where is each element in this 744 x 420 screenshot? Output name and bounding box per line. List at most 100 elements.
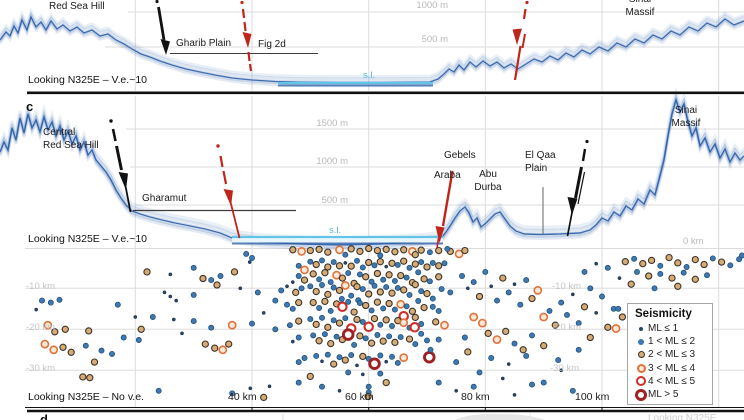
seismicity-point [342,251,349,258]
x-axis-label-100km: 100 km [575,391,610,403]
label-gharib-plain: Gharib Plain [176,38,232,49]
seismicity-point [540,342,548,350]
seismicity-point [631,255,638,262]
seismicity-point [599,293,605,300]
seismicity-point [391,277,398,284]
seismicity-point [309,270,317,278]
legend-item-label: ML ≤ 1 [648,323,679,335]
seismicity-point [441,260,448,267]
seismicity-point [307,258,314,265]
seismicity-point [114,301,121,308]
seismicity-point [476,369,483,376]
legend-item: ML > 5 [634,388,710,401]
seismicity-point [382,245,390,254]
seismicity-point [330,284,337,291]
seismicity-point [647,256,656,265]
seismicity-point [249,320,255,327]
seismicity-point [47,299,54,306]
seismicity-point [406,264,413,271]
seismicity-point [319,257,325,264]
seismicity-point [238,286,243,291]
seismicity-point [345,369,352,376]
seismicity-point [519,346,527,354]
seismicity-point [330,360,338,368]
seismicity-point [337,301,348,313]
legend-marker-icon [636,363,646,373]
seismicity-point [523,277,530,284]
seismicity-point [362,301,370,310]
seismicity-point [424,337,430,344]
panel-d-sliver [282,413,545,420]
label-sinai-massif-c: Sinai Massif [671,105,701,129]
seismicity-point [380,276,387,283]
seismicity-point [229,390,236,397]
seismicity-point [364,392,372,401]
seismicity-point [298,285,305,292]
seismicity-point [321,331,328,338]
seismicity-point [594,261,599,266]
seismicity-point [435,379,442,386]
seismicity-point [356,271,363,278]
seismicity-point [345,298,352,305]
label-looking-top: Looking N325E – V.e.~10 [28,74,148,86]
seismicity-point [362,273,370,281]
seismicity-point [435,307,442,314]
seismicity-point [295,298,303,307]
seismicity-point [388,289,396,297]
x-axis-label-80km: 80 km [461,391,490,403]
seismicity-point [411,260,419,268]
seismicity-point [347,245,355,253]
seismicity-point [340,280,350,290]
seismicity-point [315,337,323,345]
seismicity-point [377,352,384,359]
seismicity-point [315,245,323,254]
seismicity-point [394,261,401,268]
grid-label-1500m-c: 1500 m [316,118,348,129]
seismicity-point [248,386,253,391]
seismicity-point [634,268,640,275]
seismicity-point [615,305,622,312]
seismicity-point [403,303,410,310]
seismicity-point [386,333,393,340]
seismicity-point [665,253,673,262]
seismicity-point [295,262,302,269]
seismicity-point [324,263,332,271]
seismicity-point [411,251,419,259]
label-looking-seismicity: Looking N325E – No v.e. [28,391,144,403]
seismicity-point [351,341,358,348]
seismicity-point [356,247,364,256]
seismicity-point [691,255,699,264]
seismicity-point [432,318,440,326]
seismicity-point [529,332,535,339]
grid-label-1000m-top: 1000 m [416,0,448,11]
seismicity-point [355,363,359,368]
seismicity-point [313,352,320,359]
seismicity-point [286,322,293,329]
seismicity-point [208,277,215,284]
seismicity-point [382,378,390,387]
seismicity-point [230,268,239,276]
seismicity-point [435,336,442,343]
seismicity-point [267,384,272,389]
seismicity-point [373,269,382,278]
seismicity-point [272,297,279,304]
fault-red-right-top [512,0,529,81]
seismicity-point [399,318,409,328]
topographic-profile-c [0,91,744,251]
depth-label-30-left: -30 km [26,363,56,374]
seismicity-point [341,328,355,341]
seismicity-point [190,318,197,325]
seismicity-point [412,341,419,348]
seismicity-point [312,287,320,296]
seismicity-point [367,339,376,347]
seismicity-point [377,370,384,377]
label-el-qaa-plain: El Qaa Plain [525,150,556,174]
seismicity-point [411,280,419,289]
seismicity-point [397,271,405,280]
seismicity-point [368,307,375,314]
seismicity-point [306,372,314,381]
seismicity-point [360,372,365,377]
panel-letter-c: c [26,99,34,114]
seismicity-point [143,268,151,276]
